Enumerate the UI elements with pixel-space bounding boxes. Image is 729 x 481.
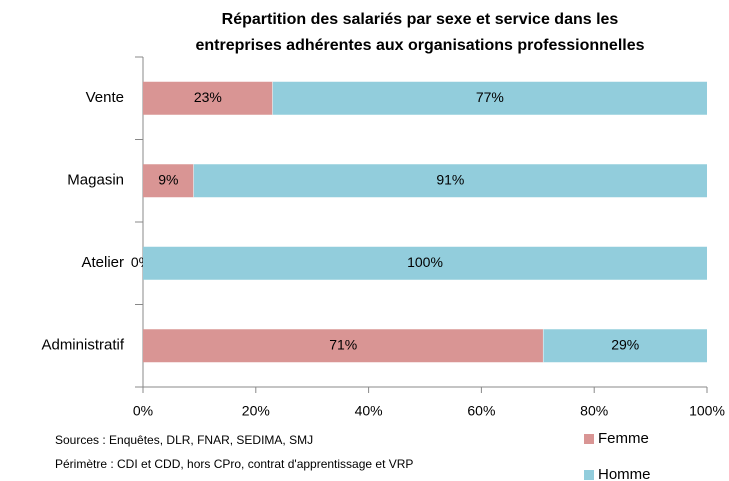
bar-segment [143,81,273,115]
value-label: 91% [436,171,464,187]
bar-segment [143,329,544,363]
x-tick-label: 60% [467,403,495,419]
legend-label: Femme [598,430,649,447]
chart-title: Répartition des salariés par sexe et ser… [222,11,619,28]
legend-label: Homme [598,466,651,481]
bar-segment [272,81,707,115]
value-label: 77% [476,89,504,105]
y-tick-label: Atelier [81,254,124,271]
value-label: 71% [329,336,357,352]
x-tick-label: 40% [355,403,383,419]
y-tick-label: Vente [86,89,124,106]
x-tick-label: 100% [689,403,725,419]
y-tick-label: Magasin [67,172,124,189]
legend-swatch [584,434,594,444]
bar-segment [193,164,707,198]
x-tick-label: 20% [242,403,270,419]
bar-segment [143,164,194,198]
note: Sources : Enquêtes, DLR, FNAR, SEDIMA, S… [55,433,313,447]
value-label: 29% [611,336,639,352]
value-label: 9% [158,171,178,187]
bar-segment [143,246,707,280]
value-label: 23% [194,89,222,105]
legend-swatch [584,470,594,480]
x-tick-label: 80% [580,403,608,419]
x-tick-label: 0% [133,403,153,419]
bar-segment [543,329,707,363]
y-tick-label: Administratif [41,337,124,354]
note: Périmètre : CDI et CDD, hors CPro, contr… [55,457,413,471]
chart-title: entreprises adhérentes aux organisations… [195,37,644,54]
value-label: 100% [407,254,443,270]
